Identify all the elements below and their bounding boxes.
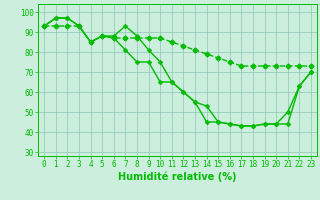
X-axis label: Humidité relative (%): Humidité relative (%)	[118, 172, 237, 182]
